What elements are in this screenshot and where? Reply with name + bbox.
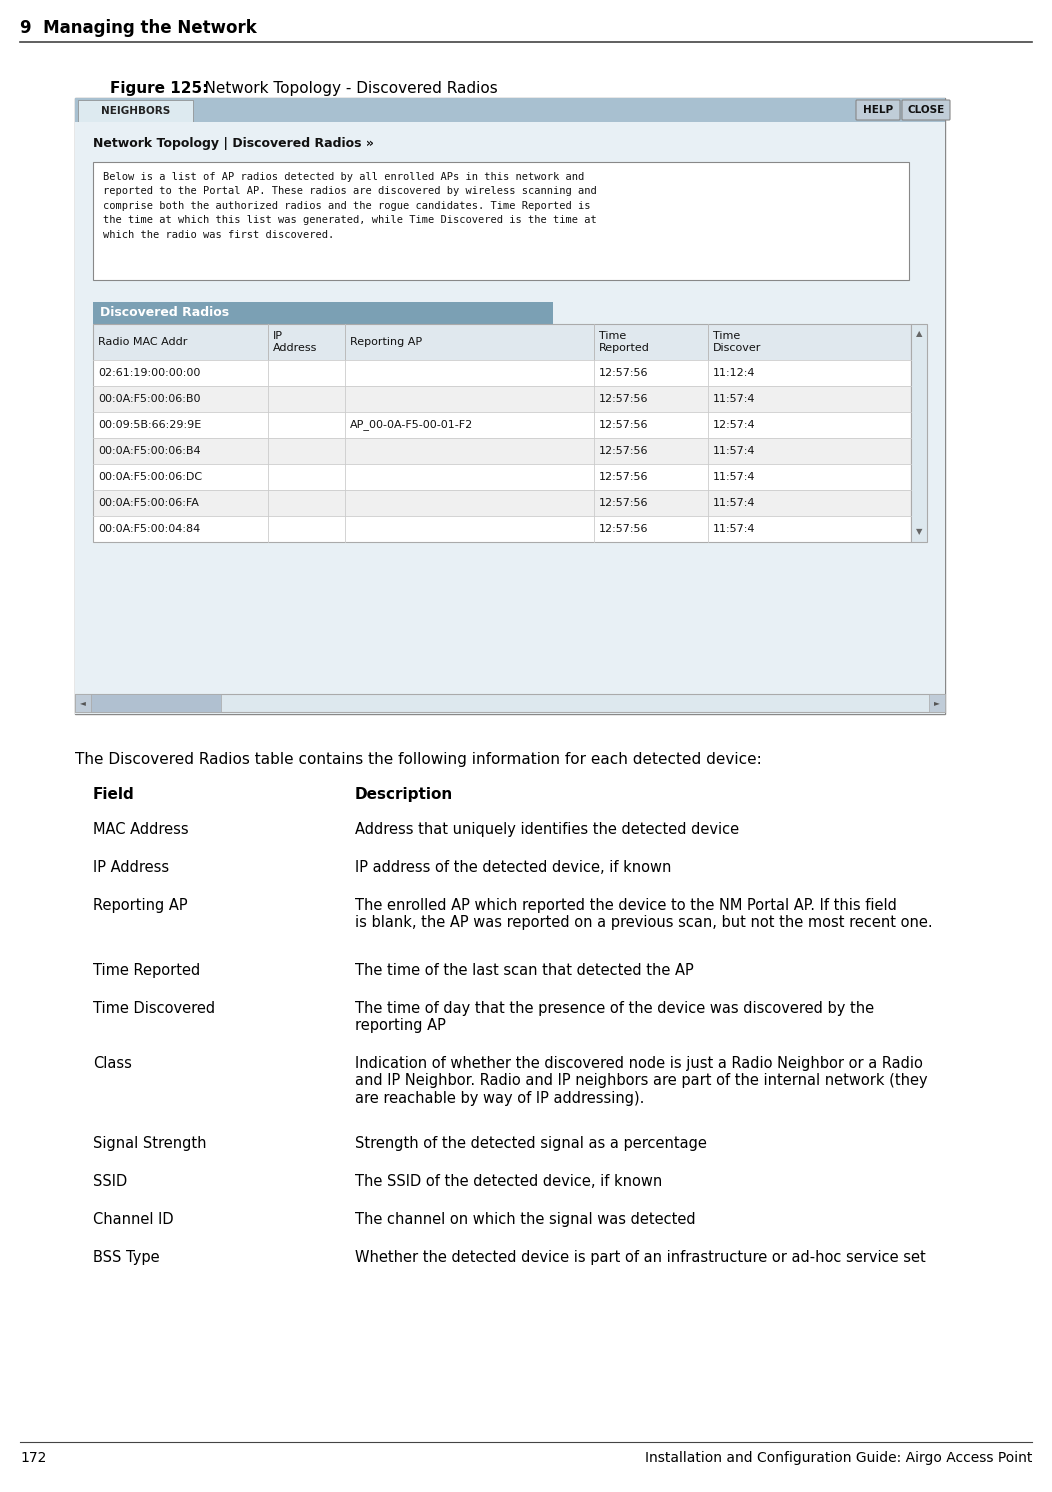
Text: Address that uniquely identifies the detected device: Address that uniquely identifies the det…: [355, 822, 740, 837]
Text: Reporting AP: Reporting AP: [93, 898, 187, 913]
Text: AP_00-0A-F5-00-01-F2: AP_00-0A-F5-00-01-F2: [350, 419, 473, 431]
FancyBboxPatch shape: [93, 439, 911, 464]
Text: 00:0A:F5:00:06:B4: 00:0A:F5:00:06:B4: [98, 446, 201, 457]
Text: Discovered Radios: Discovered Radios: [100, 306, 229, 319]
Text: Time
Reported: Time Reported: [599, 331, 650, 352]
FancyBboxPatch shape: [78, 100, 193, 122]
Text: 11:12:4: 11:12:4: [713, 369, 755, 377]
Text: Radio MAC Addr: Radio MAC Addr: [98, 337, 187, 348]
Text: 12:57:56: 12:57:56: [599, 369, 648, 377]
FancyBboxPatch shape: [75, 98, 945, 122]
Text: ▼: ▼: [915, 528, 923, 537]
Text: HELP: HELP: [863, 104, 893, 115]
Text: Description: Description: [355, 786, 453, 803]
Text: Figure 125:: Figure 125:: [110, 81, 208, 95]
Text: Class: Class: [93, 1056, 132, 1071]
Text: The Discovered Radios table contains the following information for each detected: The Discovered Radios table contains the…: [75, 752, 762, 767]
Text: IP address of the detected device, if known: IP address of the detected device, if kn…: [355, 859, 671, 874]
Text: 12:57:56: 12:57:56: [599, 394, 648, 404]
Text: Signal Strength: Signal Strength: [93, 1135, 206, 1150]
Text: Strength of the detected signal as a percentage: Strength of the detected signal as a per…: [355, 1135, 707, 1150]
FancyBboxPatch shape: [92, 694, 221, 712]
Text: 12:57:56: 12:57:56: [599, 524, 648, 534]
Text: 11:57:4: 11:57:4: [713, 471, 755, 482]
Text: ◄: ◄: [80, 698, 86, 707]
FancyBboxPatch shape: [93, 516, 911, 542]
Text: Channel ID: Channel ID: [93, 1212, 174, 1226]
Text: 11:57:4: 11:57:4: [713, 446, 755, 457]
Text: Network Topology - Discovered Radios: Network Topology - Discovered Radios: [185, 81, 498, 95]
Text: 11:57:4: 11:57:4: [713, 498, 755, 507]
Text: 12:57:56: 12:57:56: [599, 471, 648, 482]
Text: ▲: ▲: [915, 330, 923, 339]
Text: Field: Field: [93, 786, 135, 803]
Text: 11:57:4: 11:57:4: [713, 524, 755, 534]
Text: Below is a list of AP radios detected by all enrolled APs in this network and
re: Below is a list of AP radios detected by…: [103, 172, 596, 240]
Text: MAC Address: MAC Address: [93, 822, 188, 837]
Text: The enrolled AP which reported the device to the NM Portal AP. If this field
is : The enrolled AP which reported the devic…: [355, 898, 933, 931]
Text: 9  Managing the Network: 9 Managing the Network: [20, 19, 257, 37]
FancyBboxPatch shape: [93, 386, 911, 412]
Text: Time
Discover: Time Discover: [713, 331, 762, 352]
FancyBboxPatch shape: [929, 694, 945, 712]
Text: 00:09:5B:66:29:9E: 00:09:5B:66:29:9E: [98, 421, 201, 430]
Text: 02:61:19:00:00:00: 02:61:19:00:00:00: [98, 369, 200, 377]
Text: Time Reported: Time Reported: [93, 962, 200, 977]
Text: 12:57:56: 12:57:56: [599, 421, 648, 430]
Text: 00:0A:F5:00:06:B0: 00:0A:F5:00:06:B0: [98, 394, 201, 404]
Text: 11:57:4: 11:57:4: [713, 394, 755, 404]
Text: 172: 172: [20, 1452, 46, 1465]
Text: Time Discovered: Time Discovered: [93, 1001, 215, 1016]
Text: The time of day that the presence of the device was discovered by the
reporting : The time of day that the presence of the…: [355, 1001, 874, 1034]
Text: Installation and Configuration Guide: Airgo Access Point: Installation and Configuration Guide: Ai…: [645, 1452, 1032, 1465]
Text: Reporting AP: Reporting AP: [350, 337, 422, 348]
FancyBboxPatch shape: [93, 324, 911, 360]
FancyBboxPatch shape: [856, 100, 901, 119]
FancyBboxPatch shape: [75, 122, 945, 715]
Text: 00:0A:F5:00:06:DC: 00:0A:F5:00:06:DC: [98, 471, 202, 482]
FancyBboxPatch shape: [93, 360, 911, 386]
FancyBboxPatch shape: [93, 163, 909, 280]
Text: IP
Address: IP Address: [274, 331, 318, 352]
FancyBboxPatch shape: [93, 301, 553, 324]
Text: 00:0A:F5:00:04:84: 00:0A:F5:00:04:84: [98, 524, 200, 534]
Text: Indication of whether the discovered node is just a Radio Neighbor or a Radio
an: Indication of whether the discovered nod…: [355, 1056, 928, 1106]
Text: 00:0A:F5:00:06:FA: 00:0A:F5:00:06:FA: [98, 498, 199, 507]
FancyBboxPatch shape: [93, 489, 911, 516]
FancyBboxPatch shape: [911, 324, 927, 542]
Text: The SSID of the detected device, if known: The SSID of the detected device, if know…: [355, 1174, 663, 1189]
FancyBboxPatch shape: [902, 100, 950, 119]
FancyBboxPatch shape: [75, 98, 945, 715]
Text: CLOSE: CLOSE: [908, 104, 945, 115]
FancyBboxPatch shape: [75, 694, 92, 712]
Text: ►: ►: [934, 698, 939, 707]
FancyBboxPatch shape: [93, 412, 911, 439]
Text: SSID: SSID: [93, 1174, 127, 1189]
FancyBboxPatch shape: [75, 694, 945, 712]
Text: 12:57:4: 12:57:4: [713, 421, 755, 430]
Text: The time of the last scan that detected the AP: The time of the last scan that detected …: [355, 962, 693, 977]
Text: 12:57:56: 12:57:56: [599, 498, 648, 507]
Text: The channel on which the signal was detected: The channel on which the signal was dete…: [355, 1212, 695, 1226]
FancyBboxPatch shape: [93, 464, 911, 489]
Text: 12:57:56: 12:57:56: [599, 446, 648, 457]
Text: IP Address: IP Address: [93, 859, 169, 874]
Text: NEIGHBORS: NEIGHBORS: [101, 106, 170, 116]
Text: BSS Type: BSS Type: [93, 1250, 160, 1265]
Text: Network Topology | Discovered Radios »: Network Topology | Discovered Radios »: [93, 137, 373, 151]
Text: Whether the detected device is part of an infrastructure or ad-hoc service set: Whether the detected device is part of a…: [355, 1250, 926, 1265]
